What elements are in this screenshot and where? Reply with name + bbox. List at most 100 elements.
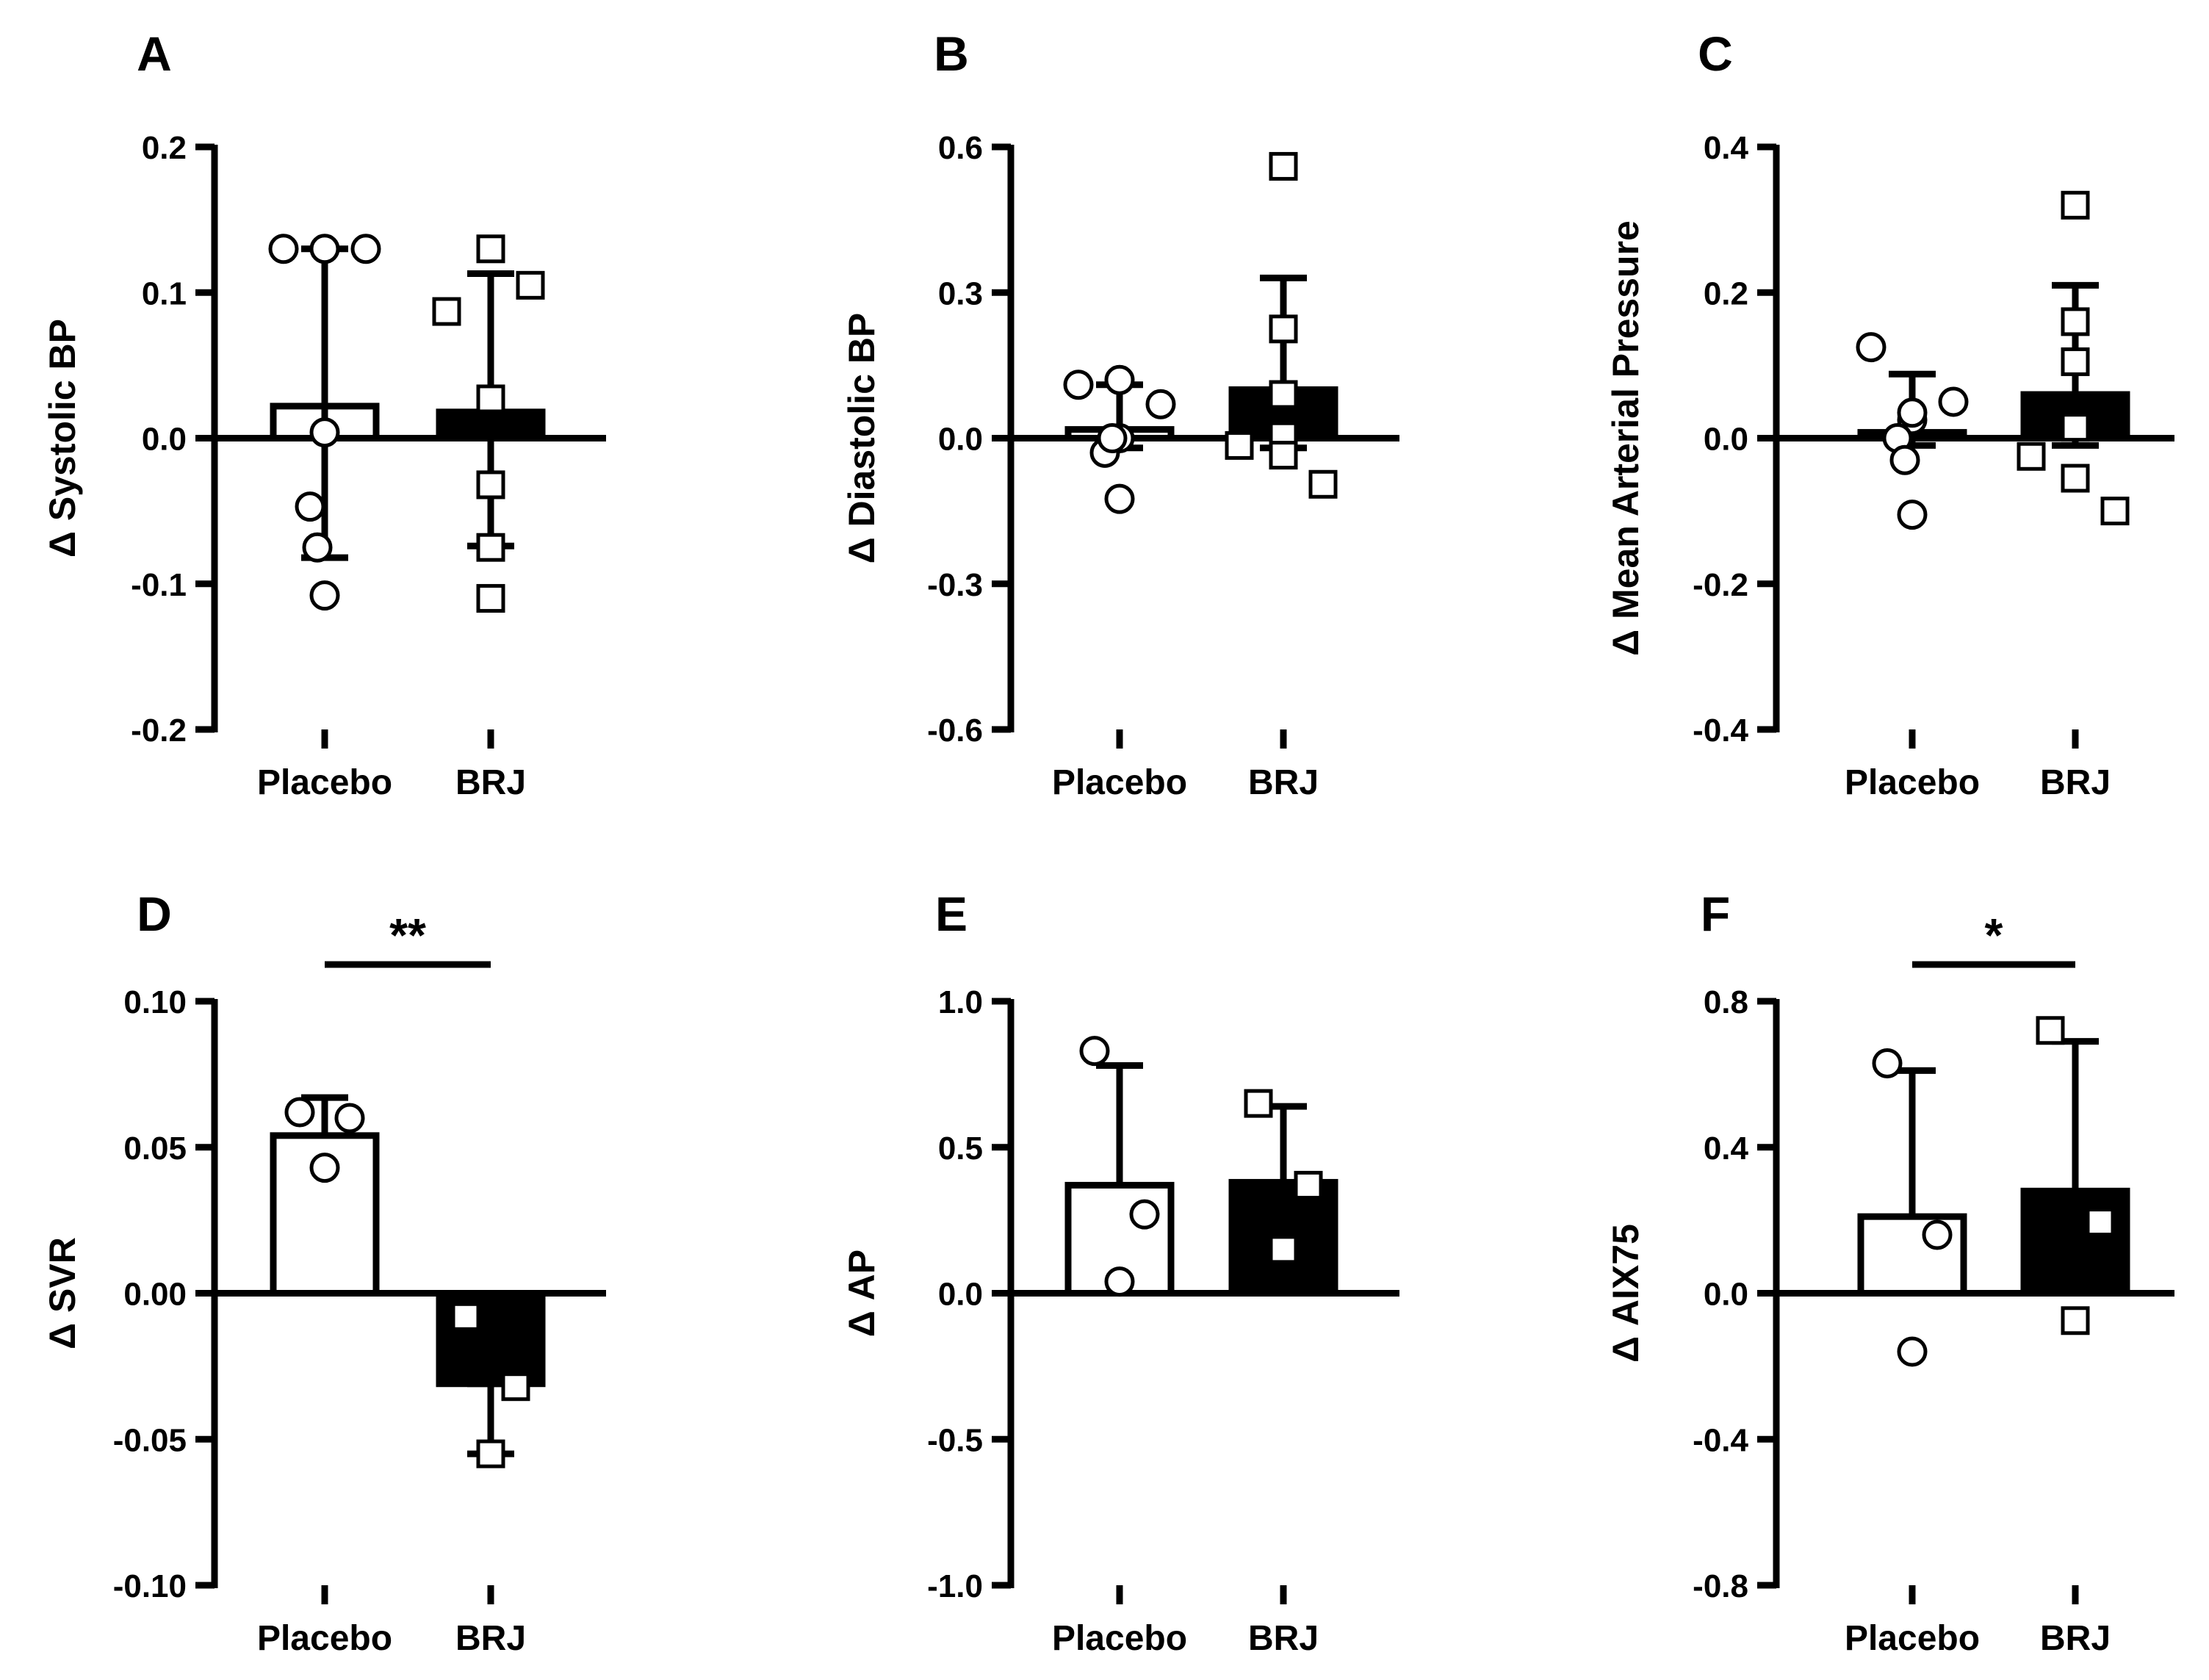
y-tick-label: 0.0	[938, 422, 983, 458]
data-point-placebo	[1897, 1336, 1928, 1367]
panel-letter: C	[1698, 26, 1733, 81]
data-point-brj	[2061, 1306, 2090, 1335]
data-point-placebo	[1129, 1199, 1160, 1230]
data-point-brj	[1269, 1235, 1298, 1264]
y-tick-label: 0.3	[938, 275, 983, 311]
y-tick-label: 0.10	[123, 984, 187, 1020]
y-tick-label: 0.0	[1704, 1277, 1748, 1313]
data-point-placebo	[1063, 369, 1094, 400]
bar-brj	[2020, 1187, 2130, 1297]
y-tick-label: 0.6	[938, 130, 983, 166]
y-tick-label: 0.5	[938, 1131, 983, 1167]
y-tick-label: -0.3	[927, 567, 983, 603]
y-tick-label: -0.2	[131, 713, 187, 749]
data-point-placebo	[1897, 500, 1928, 530]
y-tick-label: 0.0	[1704, 422, 1748, 458]
y-tick-label: -0.2	[1693, 567, 1748, 603]
data-point-brj	[501, 1372, 530, 1402]
data-point-brj	[476, 584, 505, 613]
chart-panel-d: D 0.10 0.05 0.00 -0.05 -0.10 Δ SVR Placebo BRJ **	[42, 887, 606, 1658]
data-point-placebo	[268, 234, 299, 264]
data-point-brj	[1294, 1170, 1323, 1200]
data-point-brj	[2036, 1016, 2065, 1045]
y-tick-label: -0.5	[927, 1422, 983, 1458]
x-category-label: BRJ	[2040, 763, 2111, 802]
data-point-placebo	[1938, 386, 1969, 417]
panel-letter: E	[935, 887, 967, 941]
x-category-label: Placebo	[1052, 763, 1187, 802]
data-point-placebo	[309, 234, 340, 264]
y-tick-label: -0.6	[927, 713, 983, 749]
data-point-brj	[476, 1439, 505, 1468]
data-point-placebo	[1079, 1036, 1110, 1067]
data-point-brj	[1225, 430, 1254, 460]
data-point-brj	[516, 270, 545, 300]
data-point-placebo	[1889, 444, 1920, 475]
y-tick-label: 0.0	[938, 1277, 983, 1313]
x-category-label: BRJ	[1248, 763, 1319, 802]
data-point-brj	[476, 470, 505, 500]
data-point-placebo	[1097, 423, 1128, 453]
data-point-placebo	[1856, 332, 1887, 363]
y-tick-label: -0.4	[1693, 713, 1748, 749]
y-tick-label: -0.1	[131, 567, 187, 603]
data-point-brj	[2017, 441, 2046, 471]
data-point-brj	[2061, 347, 2090, 376]
y-tick-label: 0.0	[142, 422, 187, 458]
chart-panel-f: F 0.8 0.4 0.0 -0.4 -0.8 Δ AIX75 Placebo BRJ *	[1605, 887, 2174, 1658]
y-axis-title: Δ AP	[841, 1250, 882, 1337]
data-point-placebo	[334, 1103, 365, 1133]
data-point-brj	[476, 384, 505, 414]
chart-panel-b: B 0.6 0.3 0.0 -0.3 -0.6 Δ Diastolic BP Placebo B…	[841, 26, 1399, 802]
data-point-placebo	[1872, 1048, 1903, 1078]
x-category-label: BRJ	[455, 763, 526, 802]
data-point-brj	[476, 533, 505, 562]
y-tick-label: 0.8	[1704, 984, 1748, 1020]
data-point-placebo	[1104, 1266, 1135, 1297]
x-category-label: Placebo	[257, 763, 392, 802]
x-category-label: BRJ	[455, 1619, 526, 1658]
data-point-brj	[1269, 314, 1298, 344]
data-point-placebo	[1897, 397, 1928, 428]
data-point-placebo	[1145, 389, 1176, 419]
x-category-label: Placebo	[1845, 763, 1980, 802]
y-axis-title: Δ Mean Arterial Pressure	[1605, 220, 1646, 656]
data-point-brj	[1244, 1089, 1273, 1118]
y-tick-label: -0.05	[113, 1422, 187, 1458]
data-point-placebo	[1922, 1219, 1953, 1250]
y-axis-title: Δ Diastolic BP	[841, 313, 882, 564]
chart-panel-a: A 0.2 0.1 0.0 -0.1 -0.2 Δ Systolic BP Placebo BR…	[42, 26, 606, 802]
data-point-brj	[432, 297, 461, 326]
significance-label: *	[1985, 909, 2003, 962]
data-point-brj	[2061, 413, 2090, 442]
significance-label: **	[389, 909, 426, 962]
chart-panel-c: C 0.4 0.2 0.0 -0.2 -0.4 Δ Mean Arterial Pressu…	[1605, 26, 2174, 802]
y-tick-label: 0.00	[123, 1277, 187, 1313]
data-point-brj	[1269, 380, 1298, 409]
y-tick-label: 0.2	[142, 130, 187, 166]
data-point-brj	[2086, 1208, 2115, 1237]
y-tick-label: 0.1	[142, 275, 187, 311]
y-tick-label: 0.2	[1704, 275, 1748, 311]
data-point-brj	[2061, 190, 2090, 220]
data-point-placebo	[302, 532, 333, 563]
data-point-brj	[451, 1302, 480, 1331]
y-axis-title: Δ Systolic BP	[42, 319, 83, 558]
x-category-label: BRJ	[2040, 1619, 2111, 1658]
x-category-label: Placebo	[1845, 1619, 1980, 1658]
x-category-label: BRJ	[1248, 1619, 1319, 1658]
data-point-brj	[1269, 441, 1298, 470]
data-point-placebo	[309, 417, 340, 448]
y-tick-label: -0.4	[1693, 1422, 1748, 1458]
data-point-brj	[476, 234, 505, 264]
data-point-placebo	[350, 234, 381, 264]
data-point-brj	[1308, 469, 1338, 499]
chart-panel-e: E 1.0 0.5 0.0 -0.5 -1.0 Δ AP Placebo BRJ	[841, 887, 1399, 1658]
data-point-placebo	[309, 580, 340, 611]
data-point-placebo	[309, 1153, 340, 1183]
y-axis-title: Δ AIX75	[1605, 1224, 1646, 1363]
data-point-brj	[2100, 497, 2130, 526]
y-tick-label: 0.4	[1704, 1131, 1749, 1167]
data-point-brj	[1269, 151, 1298, 181]
y-tick-label: 0.4	[1704, 130, 1749, 166]
